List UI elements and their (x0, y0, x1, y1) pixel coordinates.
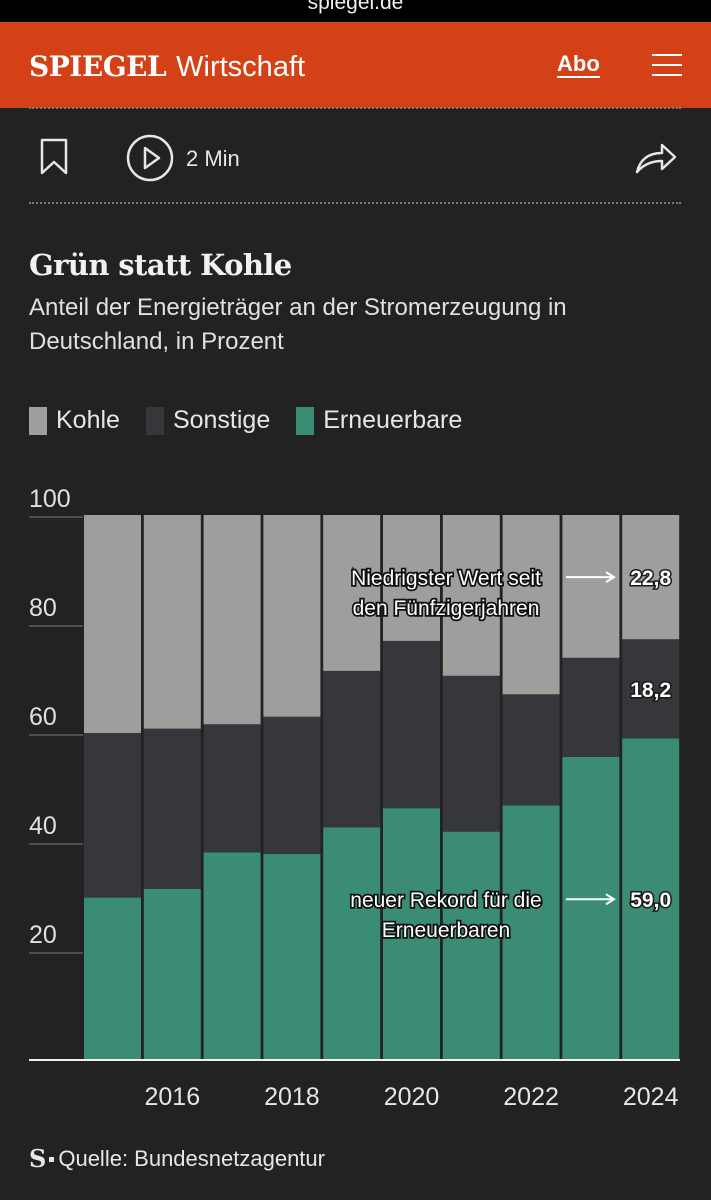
bar-kohle-2020 (383, 515, 440, 641)
source-dot (49, 1157, 55, 1162)
y-tick-label-60: 60 (29, 703, 57, 731)
brand[interactable]: SPIEGEL Wirtschaft (29, 50, 305, 84)
legend-label-kohle: Kohle (56, 406, 120, 434)
annotation-arrowhead-kohle (605, 571, 616, 583)
y-tick-label-80: 80 (29, 594, 57, 622)
bar-sonstige-2016 (143, 728, 201, 889)
play-icon[interactable] (126, 134, 174, 182)
source-text: Quelle: Bundesnetzagentur (58, 1145, 325, 1171)
bar-sonstige-2023 (562, 657, 620, 757)
annotation-erneuerbare-line-2: Erneuerbaren (382, 919, 510, 942)
article-toolbar: 2 Min (0, 128, 711, 188)
bar-kohle-2019 (323, 515, 381, 671)
x-tick-label-2016: 2016 (144, 1083, 200, 1111)
data-label-erneuerbare-2024: 59,0 (630, 889, 671, 912)
y-tick-label-100: 100 (29, 485, 71, 513)
data-label-kohle-2024: 22,8 (630, 567, 671, 590)
site-header: SPIEGEL Wirtschaft Abo (0, 22, 711, 108)
bar-sonstige-2024 (622, 639, 680, 739)
legend-swatch-erneuerbare (296, 406, 315, 435)
legend-item-erneuerbare: Erneuerbare (296, 406, 462, 435)
bar-sonstige-2022 (502, 694, 560, 806)
legend-item-kohle: Kohle (29, 406, 120, 435)
bar-erneuerbare-2018 (263, 853, 321, 1060)
bar-sonstige-2021 (442, 675, 500, 832)
legend-swatch-kohle (29, 406, 47, 435)
stacked-bar-chart: 20 40 60 80 100 2016 2018 2020 2022 2024 22,8 18,2 5… (29, 485, 680, 1111)
annotation-erneuerbare-line-1: neuer Rekord für die (350, 889, 541, 912)
spiegel-s-icon: S (29, 1144, 47, 1173)
browser-url-bar[interactable]: spiegel.de (0, 0, 711, 22)
bar-sonstige-2015 (84, 733, 141, 898)
bar-erneuerbare-2023 (562, 756, 620, 1060)
bar-erneuerbare-2020 (383, 808, 440, 1060)
bar-erneuerbare-2015 (84, 897, 141, 1060)
bar-erneuerbare-2024 (622, 738, 680, 1060)
annotation-arrowhead-erneuerbare (605, 893, 616, 906)
abo-link[interactable]: Abo (557, 51, 600, 78)
x-tick-label-2024: 2024 (623, 1083, 679, 1111)
bar-kohle-2024 (622, 515, 680, 640)
legend-label-erneuerbare: Erneuerbare (323, 406, 463, 434)
chart-title: Grün statt Kohle (29, 248, 292, 282)
bar-kohle-2016 (143, 515, 201, 729)
menu-icon[interactable] (652, 54, 682, 76)
legend-label-sonstige: Sonstige (172, 406, 271, 434)
share-icon[interactable] (634, 138, 678, 176)
annotation-kohle-line-1: Niedrigster Wert seit (351, 567, 541, 590)
url-text: spiegel.de (307, 0, 404, 14)
data-label-sonstige-2024: 18,2 (630, 679, 671, 702)
bar-erneuerbare-2017 (203, 852, 261, 1060)
divider-bottom (29, 202, 681, 204)
bar-kohle-2021 (442, 515, 500, 676)
bar-kohle-2023 (562, 515, 620, 658)
bar-erneuerbare-2016 (143, 888, 201, 1060)
bar-kohle-2018 (263, 515, 321, 717)
bar-sonstige-2019 (323, 670, 381, 828)
y-tick-label-40: 40 (29, 812, 57, 840)
bar-sonstige-2017 (203, 724, 261, 853)
bar-erneuerbare-2022 (502, 805, 560, 1060)
chart-legend: Kohle Sonstige Erneuerbare (29, 406, 462, 435)
bar-kohle-2022 (502, 515, 560, 695)
bar-kohle-2017 (203, 515, 261, 725)
divider-top (29, 107, 681, 109)
bookmark-icon[interactable] (40, 138, 68, 176)
spiegel-logo[interactable]: SPIEGEL (29, 50, 167, 83)
section-name[interactable]: Wirtschaft (176, 51, 306, 83)
legend-item-sonstige: Sonstige (145, 406, 271, 435)
bar-erneuerbare-2021 (442, 831, 500, 1060)
y-tick-label-20: 20 (29, 921, 57, 949)
chart-subtitle: Anteil der Energieträger an der Stromerz… (29, 294, 567, 355)
x-tick-label-2018: 2018 (264, 1083, 320, 1111)
bar-kohle-2015 (84, 515, 141, 733)
legend-swatch-sonstige (145, 406, 164, 435)
x-tick-label-2022: 2022 (503, 1083, 559, 1111)
bar-sonstige-2018 (263, 716, 321, 854)
annotation-kohle-line-2: den Fünfzigerjahren (353, 597, 540, 620)
source-line: S Quelle: Bundesnetzagentur (29, 1144, 325, 1173)
bar-sonstige-2020 (383, 640, 440, 809)
bar-erneuerbare-2019 (323, 827, 381, 1060)
x-tick-label-2020: 2020 (384, 1083, 440, 1111)
listen-duration[interactable]: 2 Min (186, 146, 240, 171)
